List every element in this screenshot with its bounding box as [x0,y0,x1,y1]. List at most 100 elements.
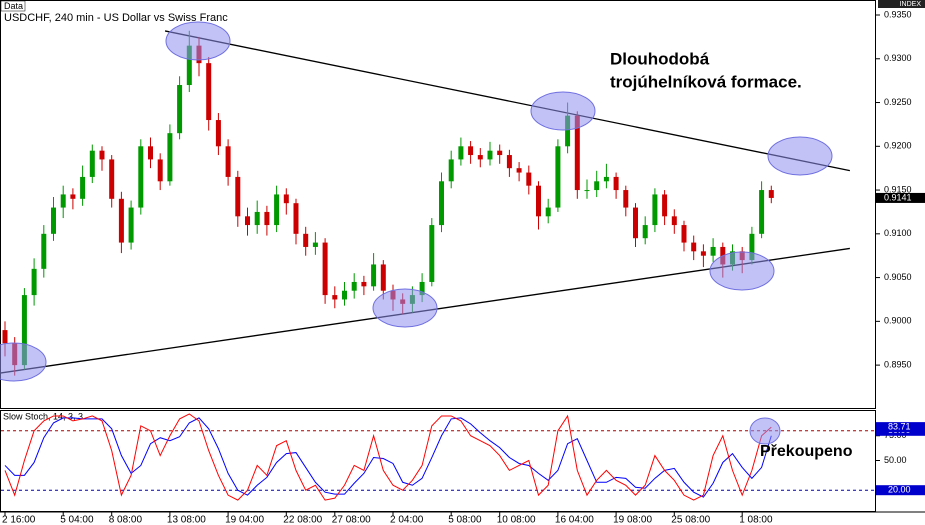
candle-body [89,150,95,177]
candle-body [2,330,8,344]
candle-body [671,216,677,226]
y-tick-label: 0.8950 [884,359,912,369]
annotation: trojúhelníková formace. [610,72,802,91]
candle-body [603,176,609,182]
candle-body [118,198,124,243]
candle-body [51,207,56,234]
last-value-box [876,422,925,433]
candle-body [700,251,706,256]
y-tick-label: 0.9150 [884,184,912,194]
level-box [876,485,925,496]
candle-body [312,242,318,247]
candle-body [506,155,512,169]
candle-body [21,295,27,366]
candle-body [109,159,115,199]
x-tick-label: 16 04:00 [555,515,594,525]
candle-body [128,207,134,243]
candle-body [448,159,454,182]
y-tick-label: 0.9000 [884,316,912,326]
highlight [0,342,47,382]
candle-body [759,190,765,234]
annotation: Překoupeno [760,443,853,460]
candle-body [206,63,212,121]
y-tick-label: 0.9100 [884,228,912,238]
candle-body [555,146,561,208]
candle-body [439,181,444,226]
chart-title: USDCHF, 240 min - US Dollar vs Swiss Fra… [4,12,228,24]
x-tick-label: 19 08:00 [613,515,652,525]
x-tick-label: 1 08:00 [739,515,773,525]
candle-body [516,168,522,173]
candle-body [565,115,571,147]
highlight [709,251,775,291]
candle-body [99,150,105,160]
candle-body [594,181,600,191]
candle-body [545,207,551,217]
candle-body [749,233,755,261]
candle-body [235,176,241,217]
x-tick-label: 10 08:00 [497,515,536,525]
stoch-line [4,413,772,501]
candle-body [254,211,260,226]
highlight [767,136,833,176]
axis-badge: INDEX [900,1,922,8]
candle-body [351,281,357,291]
y-tick-label: 50.00 [884,455,907,465]
candle-body [468,146,474,156]
candle-body [283,194,289,204]
main-panel [0,0,876,409]
candle-body [681,225,687,243]
candle-body [419,281,425,296]
x-tick-label: 2 04:00 [390,515,424,525]
x-tick-label: 5 08:00 [448,515,482,525]
candle-body [322,242,328,296]
x-tick-label: 13 08:00 [167,515,206,525]
annotation: Dlouhodobá [610,49,710,68]
candle-body [138,146,144,208]
level-label: 20.00 [888,485,911,495]
candle-body [264,211,270,226]
candle-body [380,264,386,291]
candle-body [41,233,47,269]
highlight [530,91,596,131]
candle-body [526,172,532,186]
highlight [165,21,231,61]
x-tick-label: 2 16:00 [2,515,36,525]
candle-body [633,207,638,239]
candle-body [245,216,250,226]
axis-badge-box [878,0,925,8]
candle-body [662,194,668,217]
candle-body [487,150,493,160]
x-tick-label: 19 04:00 [225,515,264,525]
candle-body [613,176,619,191]
candle-body [574,115,580,191]
last-value-label: 83.71 [888,422,911,432]
y-tick-label: 0.9250 [884,97,912,107]
candle-body [768,190,774,198]
candle-body [60,194,66,208]
x-tick-label: 22 08:00 [283,515,322,525]
highlights [0,21,833,445]
x-tick-label: 27 08:00 [332,515,371,525]
x-tick-label: 8 08:00 [109,515,143,525]
candle-body [429,225,435,282]
highlight [749,417,781,445]
x-tick-label: 25 08:00 [671,515,710,525]
candle-body [215,120,221,147]
candle-body [274,194,280,226]
candle-body [691,242,697,252]
candle-body [70,194,76,199]
last-price-label: 0.9141 [884,192,912,202]
candle-body [31,268,37,296]
y-tick-label: 0.9350 [884,9,912,19]
candle-body [623,190,629,208]
candle-body [186,45,192,86]
highlight [372,288,438,328]
y-tick-label: 0.9050 [884,272,912,282]
x-tick-label: 5 04:00 [60,515,94,525]
trend-line [164,30,850,172]
y-tick-label: 0.9200 [884,141,912,151]
candle-body [177,85,183,134]
candle-body [342,290,347,300]
